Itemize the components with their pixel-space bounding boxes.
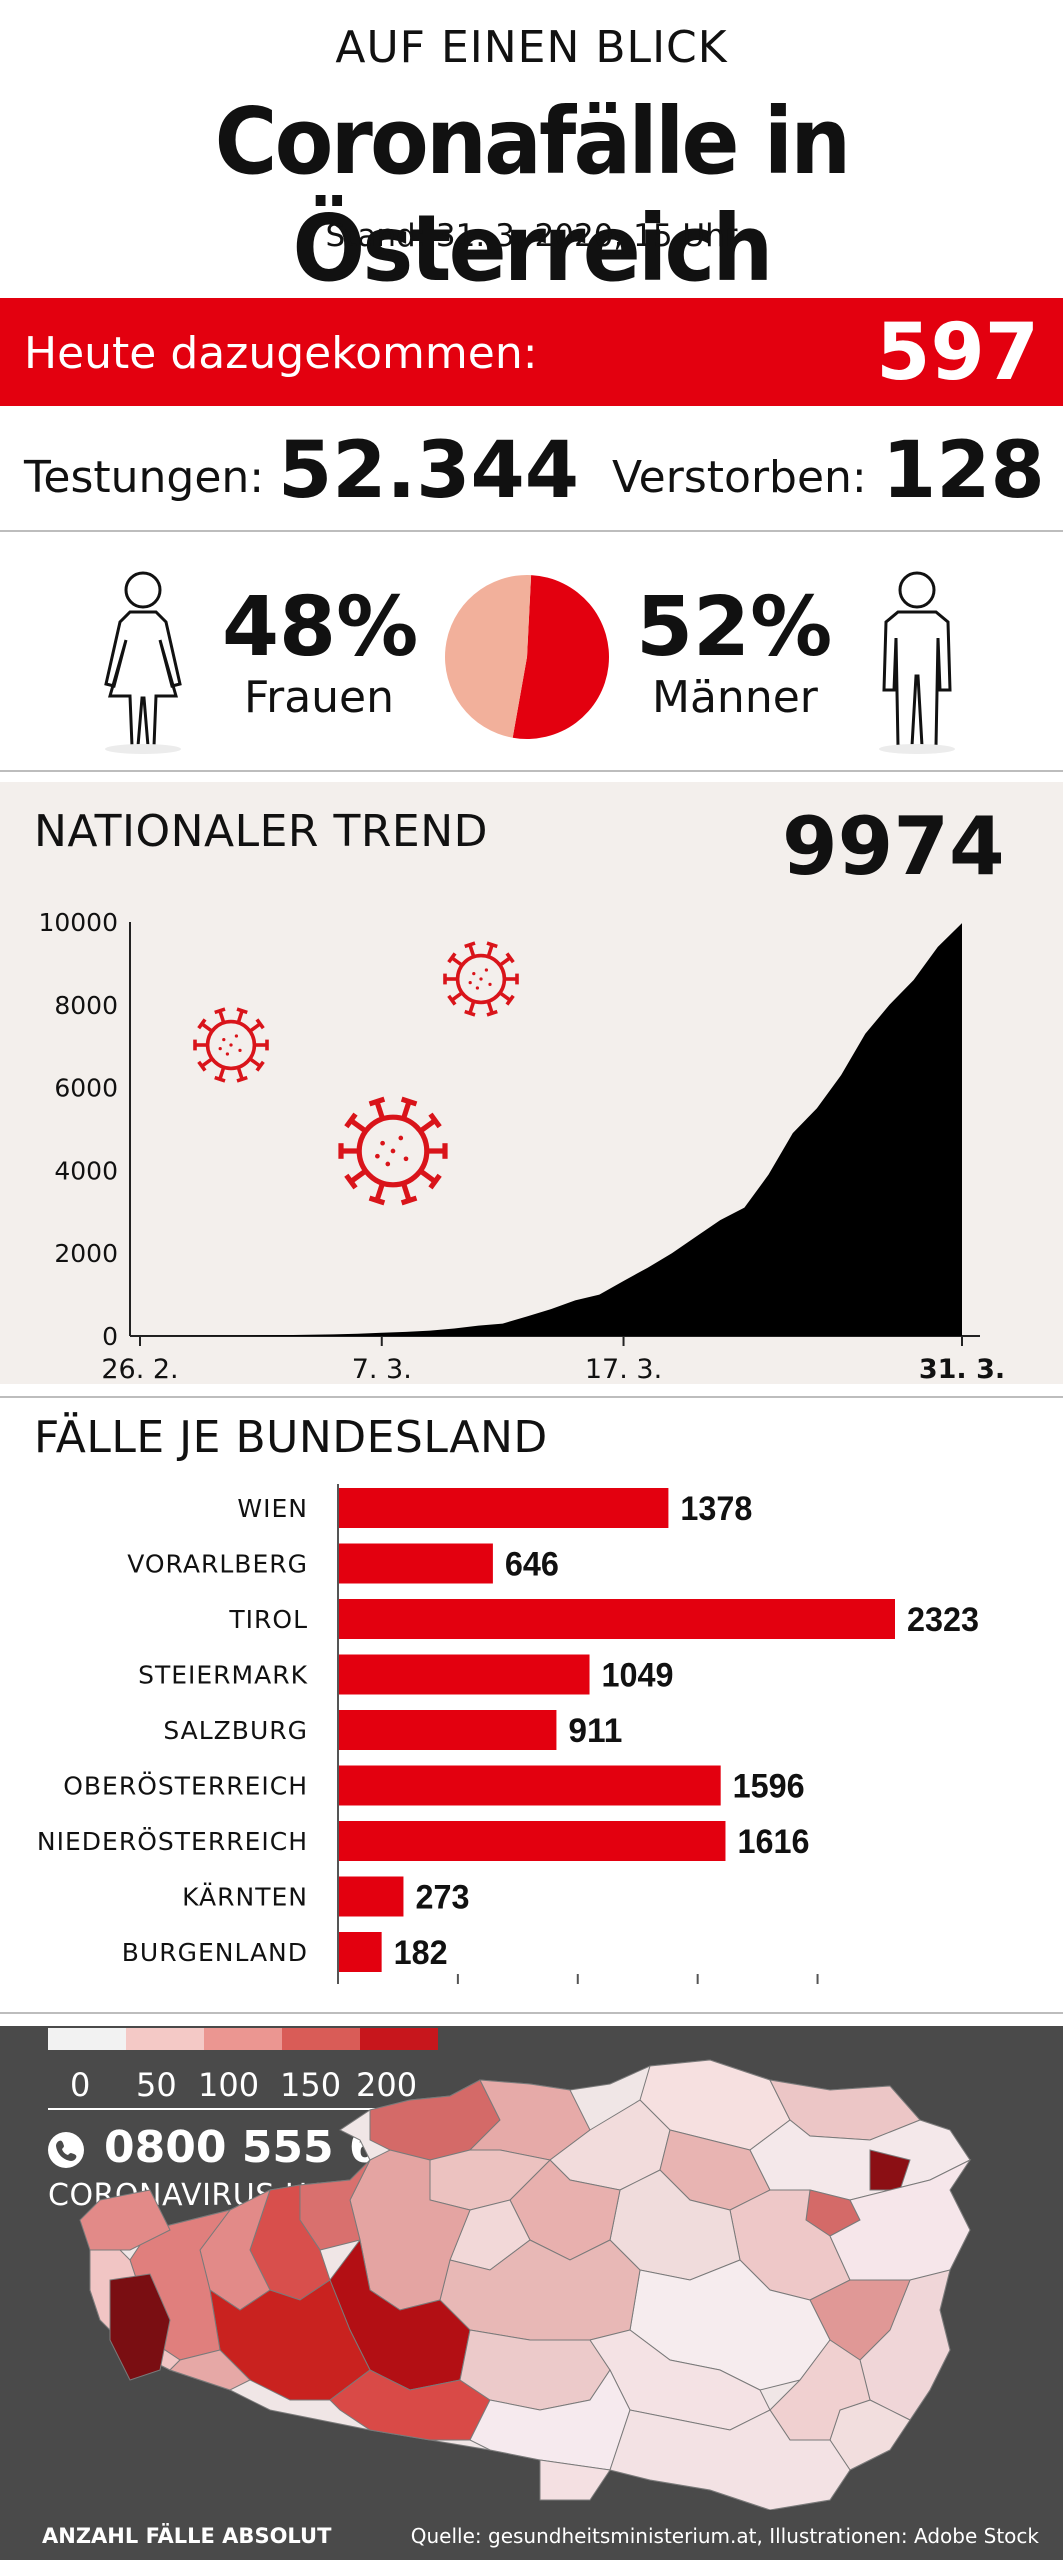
bar-value-label: 1378 bbox=[680, 1490, 752, 1528]
bar bbox=[338, 1821, 726, 1861]
legend-swatch bbox=[48, 2028, 126, 2050]
page-title: Coronafälle in Österreich bbox=[214, 88, 852, 302]
deaths-label: Verstorben: bbox=[612, 452, 867, 503]
gender-pie-chart bbox=[445, 575, 610, 739]
tests-value: 52.344 bbox=[278, 426, 579, 516]
kicker: AUF EINEN BLICK bbox=[335, 22, 728, 73]
legend-tick: 100 bbox=[198, 2066, 260, 2104]
legend-tick: 150 bbox=[280, 2066, 342, 2104]
bar bbox=[338, 1876, 404, 1917]
divider bbox=[0, 2012, 1063, 2014]
x-tick-label: 7. 3. bbox=[352, 1354, 412, 1384]
male-percent: 52% bbox=[636, 580, 833, 675]
deaths-value: 128 bbox=[882, 426, 1045, 516]
bar bbox=[338, 1765, 721, 1806]
austria-choropleth-map bbox=[79, 2059, 972, 2510]
divider bbox=[0, 530, 1063, 532]
color-legend bbox=[48, 2028, 438, 2050]
bar bbox=[338, 1543, 493, 1584]
y-tick-label: 4000 bbox=[54, 1156, 118, 1185]
trend-title: NATIONALER TREND bbox=[34, 806, 489, 857]
bar-category-label: TIROL bbox=[228, 1605, 308, 1634]
female-percent: 48% bbox=[222, 580, 419, 675]
bar bbox=[338, 1654, 590, 1695]
pie-slice-female bbox=[445, 575, 532, 738]
bar-category-label: WIEN bbox=[237, 1494, 308, 1523]
bar-value-label: 182 bbox=[394, 1934, 448, 1972]
bar-value-label: 1049 bbox=[602, 1657, 674, 1695]
bar-value-label: 646 bbox=[505, 1546, 559, 1584]
female-icon bbox=[104, 571, 182, 754]
virus-illustration bbox=[338, 1096, 448, 1206]
trend-chart: 10000 8000 6000 4000 2000 0 26. 2. 7. 3. 17. 3.… bbox=[38, 908, 1005, 1384]
bar-category-label: OBERÖSTERREICH bbox=[63, 1772, 308, 1801]
legend-tick: 0 bbox=[70, 2066, 91, 2104]
y-tick-label: 8000 bbox=[54, 991, 118, 1020]
male-label: Männer bbox=[652, 672, 818, 723]
female-label: Frauen bbox=[244, 672, 395, 723]
male-icon bbox=[879, 571, 955, 754]
legend-swatch bbox=[204, 2028, 282, 2050]
bar-category-label: BURGENLAND bbox=[122, 1938, 308, 1967]
bar-value-label: 2323 bbox=[907, 1601, 979, 1639]
virus-illustration bbox=[193, 1007, 269, 1083]
bar-value-label: 1616 bbox=[737, 1823, 809, 1861]
divider bbox=[0, 770, 1063, 772]
states-title: FÄLLE JE BUNDESLAND bbox=[34, 1412, 548, 1463]
x-tick-label: 26. 2. bbox=[101, 1354, 178, 1384]
y-tick-label: 10000 bbox=[38, 908, 118, 937]
phone-icon bbox=[48, 2132, 84, 2168]
bar-value-label: 1596 bbox=[733, 1768, 805, 1806]
pie-slice-male bbox=[512, 575, 610, 739]
divider bbox=[48, 2108, 438, 2110]
x-tick-label: 17. 3. bbox=[585, 1354, 662, 1384]
bar-category-label: NIEDERÖSTERREICH bbox=[37, 1827, 308, 1856]
legend-tick: 50 bbox=[136, 2066, 177, 2104]
virus-illustration bbox=[443, 941, 519, 1017]
bar bbox=[338, 1488, 669, 1528]
today-value: 597 bbox=[876, 308, 1039, 398]
y-tick-label: 2000 bbox=[54, 1239, 118, 1268]
legend-swatch bbox=[282, 2028, 360, 2050]
legend-swatch bbox=[126, 2028, 204, 2050]
today-label: Heute dazugekommen: bbox=[24, 328, 538, 379]
bar-category-label: VORARLBERG bbox=[127, 1550, 308, 1579]
bar-category-label: STEIERMARK bbox=[138, 1661, 308, 1690]
y-tick-label: 6000 bbox=[54, 1074, 118, 1103]
divider bbox=[0, 1396, 1063, 1398]
bar bbox=[338, 1932, 382, 1972]
legend-tick: 200 bbox=[356, 2066, 418, 2104]
bar-category-label: SALZBURG bbox=[163, 1716, 308, 1745]
states-bar-chart: WIEN 1378 VORARLBERG 646 TIROL 2323 STEIERMARK… bbox=[37, 1484, 979, 1984]
legend-swatch bbox=[360, 2028, 438, 2050]
x-tick-label: 31. 3. bbox=[919, 1354, 1005, 1384]
bar-category-label: KÄRNTEN bbox=[182, 1883, 308, 1912]
bar bbox=[338, 1710, 557, 1750]
tests-label: Testungen: bbox=[24, 452, 265, 503]
trend-area bbox=[140, 923, 962, 1336]
trend-total: 9974 bbox=[782, 800, 1005, 893]
map-footnote: ANZAHL FÄLLE ABSOLUT bbox=[42, 2524, 332, 2548]
y-tick-label: 0 bbox=[102, 1322, 118, 1351]
bar-value-label: 273 bbox=[415, 1879, 469, 1917]
bar-value-label: 911 bbox=[568, 1712, 622, 1750]
timestamp: Stand: 31. 3. 2020, 15 Uhr bbox=[325, 218, 738, 254]
today-banner: Heute dazugekommen: 597 bbox=[0, 298, 1063, 406]
source-credit: Quelle: gesundheitsministerium.at, Illus… bbox=[410, 2524, 1039, 2548]
bar bbox=[338, 1599, 895, 1639]
